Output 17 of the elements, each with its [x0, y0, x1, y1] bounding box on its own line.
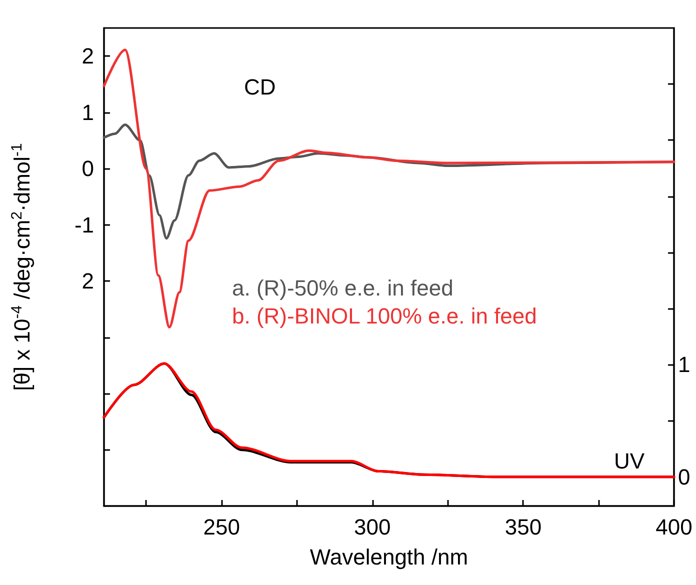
x-tick-label: 250 [203, 514, 240, 540]
x-tick-label: 300 [354, 514, 391, 540]
y2-tick-label: 1 [678, 352, 690, 378]
y-tick-label: 0 [82, 156, 94, 182]
y-tick-label: 2 [82, 44, 94, 69]
text: b. (R)-BINOL 100% e.e. in feed [232, 304, 537, 328]
y-tick-label: 1 [82, 100, 94, 125]
line-series [102, 48, 676, 328]
y-tick-label: 2 [82, 268, 94, 294]
x-axis-title: Wavelength /nm [310, 544, 468, 570]
annotation: UV [614, 448, 645, 474]
x-tick-label: 400 [656, 514, 692, 540]
annotation: CD [244, 74, 276, 100]
x-tick-label: 350 [504, 514, 542, 540]
y-tick-label: -1 [74, 212, 94, 238]
y2-tick-label: 0 [678, 464, 690, 490]
text: a. (R)-50% e.e. in feed [232, 276, 454, 300]
